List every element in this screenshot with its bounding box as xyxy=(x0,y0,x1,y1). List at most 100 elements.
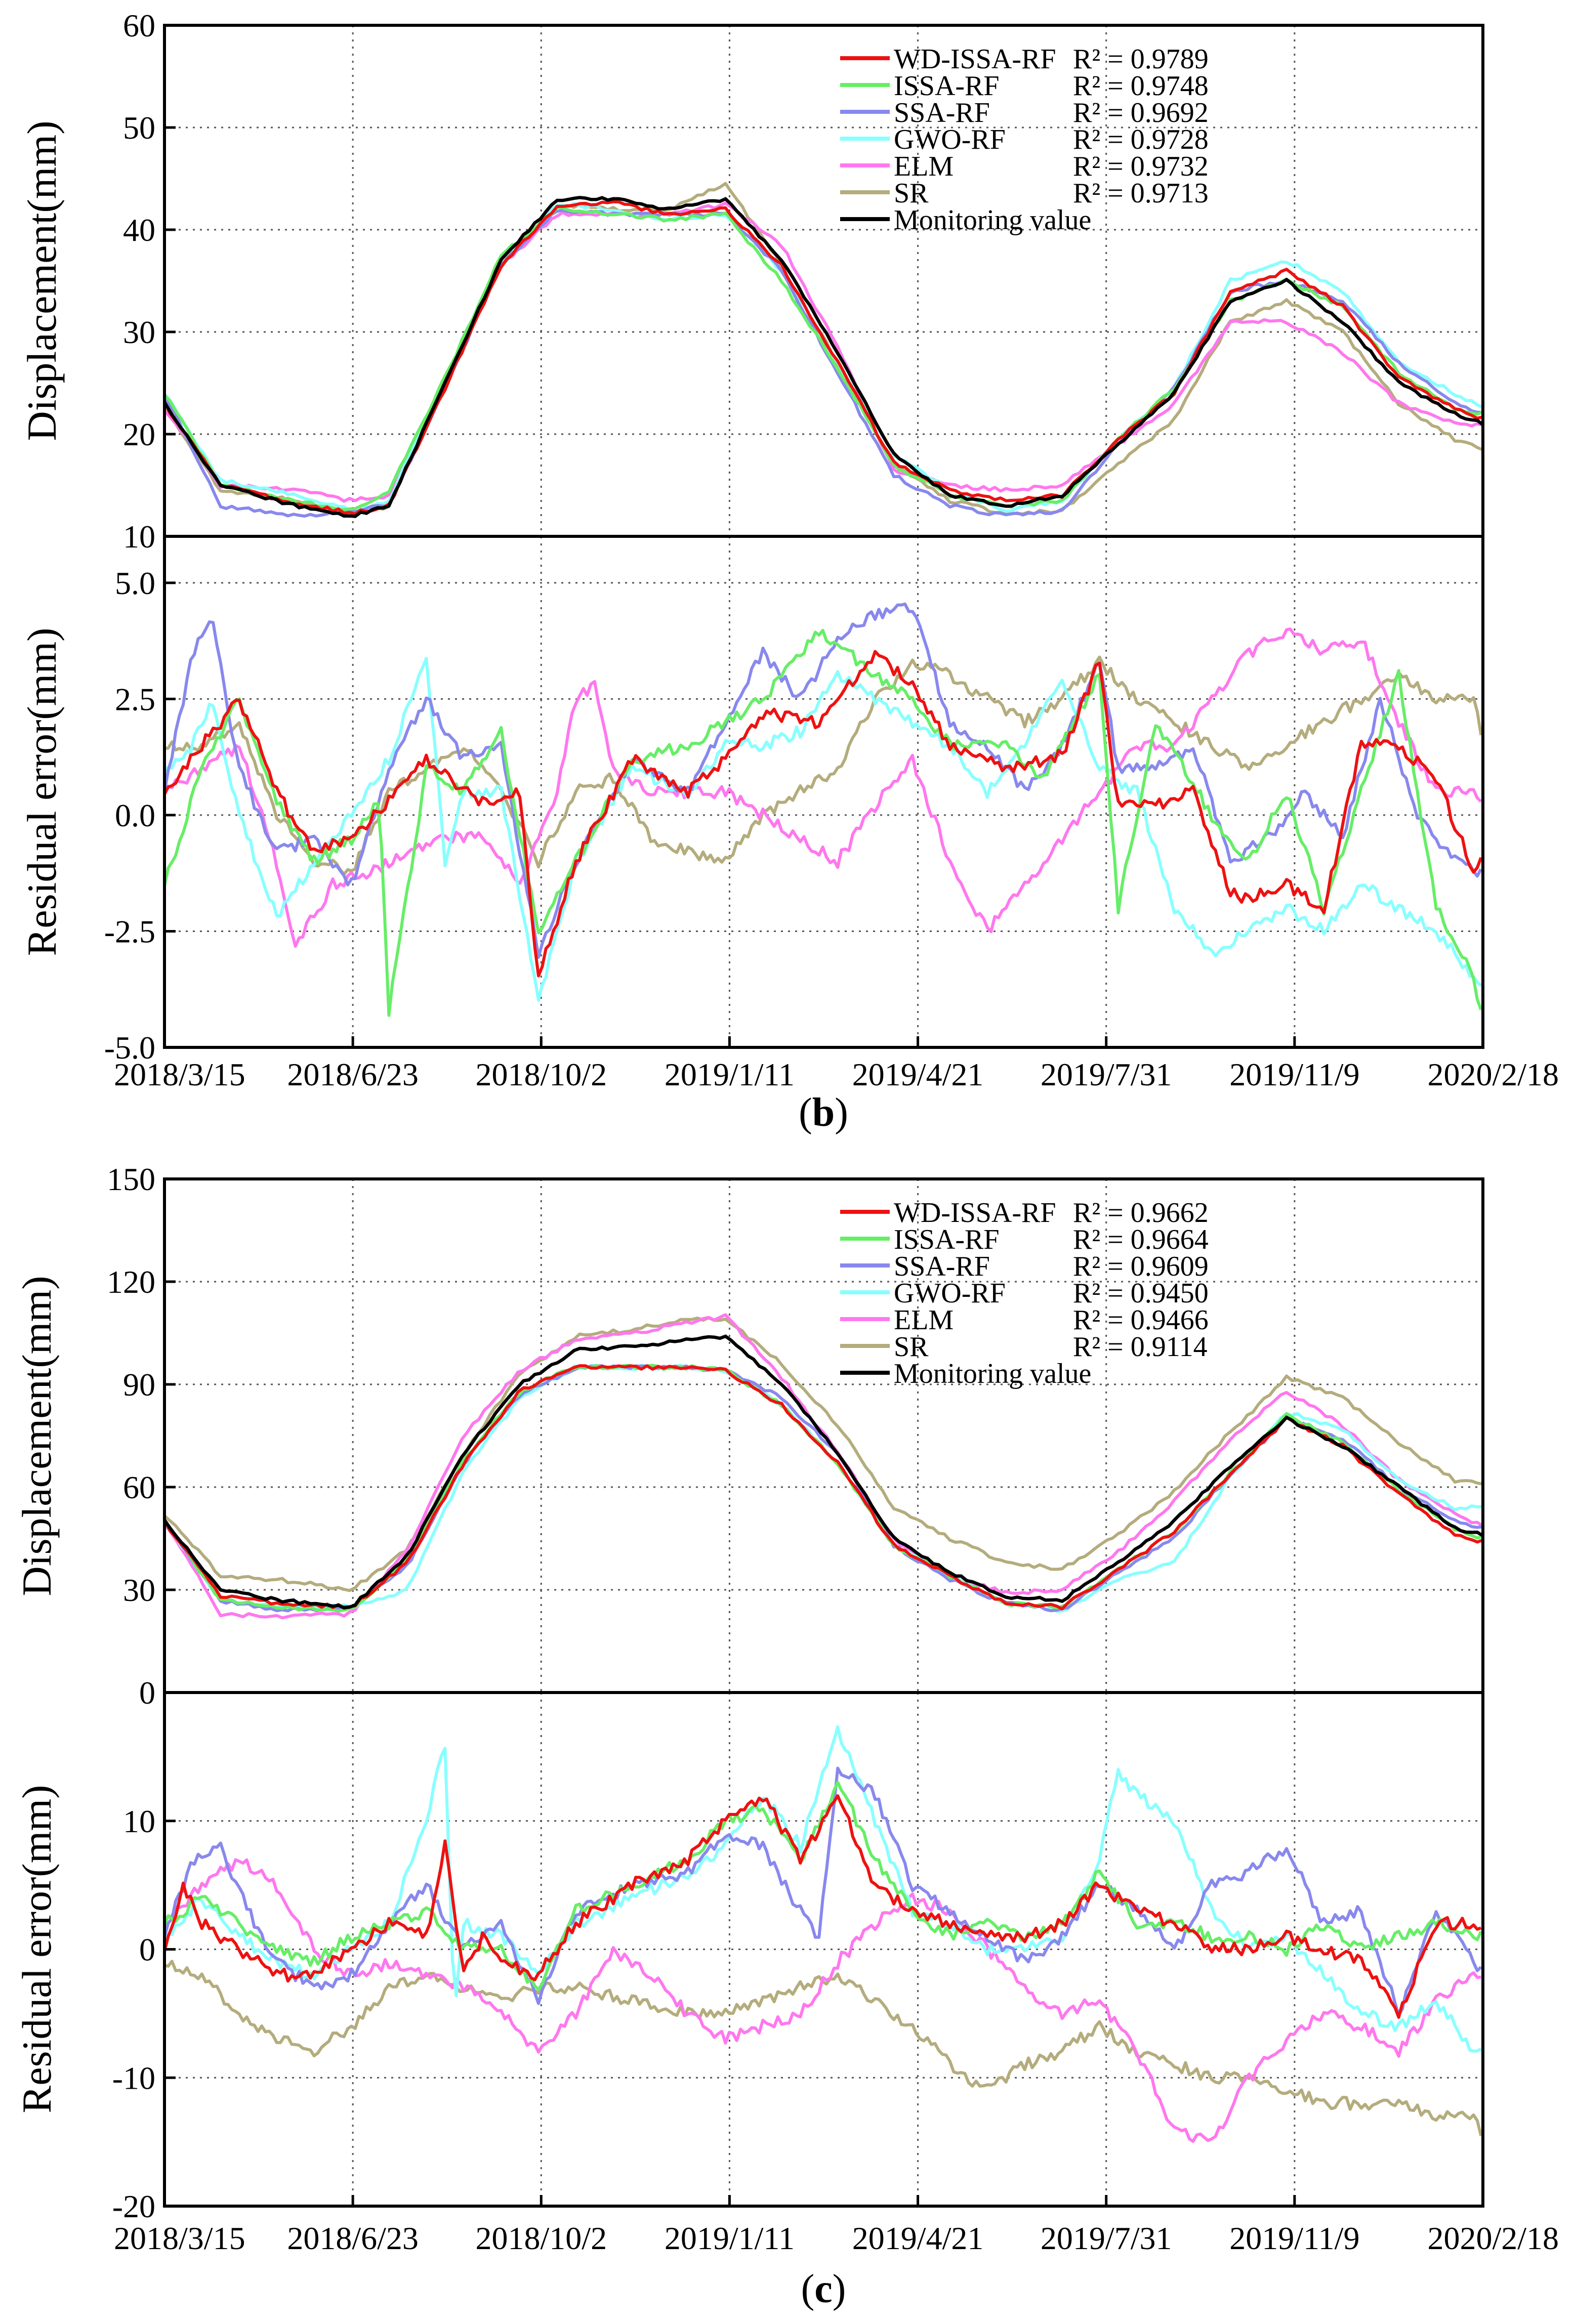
panel-c-bottom-series xyxy=(164,1725,1483,2143)
legend-label: Monitoring value xyxy=(894,1358,1091,1389)
legend-item-elm: ELM R² = 0.9466 xyxy=(840,1304,1209,1336)
y-tick-label: -10 xyxy=(112,2060,155,2096)
legend-label: GWO-RF xyxy=(894,124,1006,155)
panel-c-top-grid xyxy=(164,1179,1483,1693)
series-elm xyxy=(164,201,1483,503)
legend-r2: R² = 0.9713 xyxy=(1073,178,1209,209)
series-monitoring-value xyxy=(164,196,1483,518)
series-ssa-rf xyxy=(164,1364,1483,1613)
panel-b-bottom-frame xyxy=(163,535,1484,1049)
x-tick-label: 2019/4/21 xyxy=(852,1057,984,1092)
y-tick-label: 50 xyxy=(123,110,155,146)
series-wd-issa-rf xyxy=(164,200,1483,516)
y-tick-label: 30 xyxy=(123,314,155,350)
panel-b-xticks: 2018/3/15 2018/6/23 2018/10/2 2019/1/11 2019… xyxy=(114,1036,1559,1092)
legend-label: WD-ISSA-RF xyxy=(894,44,1056,75)
panel-b-top-grid xyxy=(164,25,1483,536)
legend-label: ISSA-RF xyxy=(894,1224,1000,1255)
residual-elm xyxy=(164,627,1482,948)
panel-b-top-ylabel: Displacement(mm) xyxy=(19,120,65,441)
y-tick-label: 0.0 xyxy=(115,797,155,833)
legend-label: ELM xyxy=(894,1304,954,1336)
x-tick-label: 2019/11/9 xyxy=(1229,2220,1359,2256)
series-gwo-rf xyxy=(164,202,1483,513)
legend-label: SSA-RF xyxy=(894,97,990,129)
x-tick-label: 2019/7/31 xyxy=(1041,1057,1172,1092)
legend-item-wd-issa-rf: WD-ISSA-RF R² = 0.9662 xyxy=(840,1197,1209,1229)
panel-b-bottom-ylabel: Residual error(mm) xyxy=(19,628,65,956)
series-issa-rf xyxy=(164,1364,1483,1613)
y-tick-label: 10 xyxy=(123,519,155,555)
panel-b-top-yticks: 10 20 30 40 50 60 xyxy=(123,8,176,555)
x-tick-label: 2019/1/11 xyxy=(665,2220,795,2256)
legend-item-gwo-rf: GWO-RF R² = 0.9728 xyxy=(840,124,1209,155)
series-monitoring-value xyxy=(164,1334,1483,1610)
panel-c-bottom-yticks: -20 -10 0 10 xyxy=(112,1803,176,2224)
y-tick-label: -20 xyxy=(112,2188,155,2224)
series-ssa-rf xyxy=(164,208,1483,518)
x-tick-label: 2018/6/23 xyxy=(287,2220,419,2256)
x-tick-label: 2018/10/2 xyxy=(476,2220,607,2256)
legend-r2: R² = 0.9748 xyxy=(1073,70,1209,102)
legend-item-monitoring-value: Monitoring value xyxy=(840,1358,1091,1389)
legend-label: SR xyxy=(894,1331,929,1363)
panel-c-caption-letter: c xyxy=(814,2267,833,2311)
legend-item-sr: SR R² = 0.9713 xyxy=(840,178,1209,209)
legend-item-wd-issa-rf: WD-ISSA-RF R² = 0.9789 xyxy=(840,44,1209,75)
panel-b-caption-letter: b xyxy=(812,1090,835,1135)
residual-wd-issa-rf xyxy=(164,1794,1482,2019)
residual-elm xyxy=(164,1858,1481,2143)
legend-r2: R² = 0.9662 xyxy=(1073,1197,1209,1229)
x-tick-label: 2020/2/18 xyxy=(1427,1057,1559,1092)
panel-c: 0 30 60 90 120 150 -20 -10 0 10 2018/3/15 2018/6/… xyxy=(14,1161,1559,2311)
legend-r2: R² = 0.9609 xyxy=(1073,1251,1209,1282)
panel-c-xticks: 2018/3/15 2018/6/23 2018/10/2 2019/1/11 2019… xyxy=(114,2195,1559,2256)
y-tick-label: 2.5 xyxy=(115,681,155,717)
y-tick-label: 90 xyxy=(123,1367,155,1403)
y-tick-label: 5.0 xyxy=(115,565,155,601)
panel-b-bottom-yticks: -5.0 -2.5 0.0 2.5 5.0 xyxy=(104,565,176,1066)
panel-b-top-series xyxy=(164,182,1483,518)
y-tick-label: 40 xyxy=(123,212,155,248)
y-tick-label: 60 xyxy=(123,8,155,44)
y-tick-label: -2.5 xyxy=(104,913,155,949)
y-tick-label: 0 xyxy=(139,1675,155,1711)
series-issa-rf xyxy=(164,205,1483,512)
panel-c-caption: (c) xyxy=(801,2267,846,2311)
legend-r2: R² = 0.9450 xyxy=(1073,1278,1209,1309)
legend-label: ELM xyxy=(894,151,954,182)
y-tick-label: 30 xyxy=(123,1572,155,1608)
x-tick-label: 2019/11/9 xyxy=(1229,1057,1359,1092)
legend-item-elm: ELM R² = 0.9732 xyxy=(840,151,1209,182)
legend-r2: R² = 0.9466 xyxy=(1073,1304,1209,1336)
series-gwo-rf xyxy=(164,1364,1483,1613)
panel-b-bottom-series xyxy=(164,602,1483,1017)
residual-gwo-rf xyxy=(164,657,1482,1002)
legend-label: GWO-RF xyxy=(894,1278,1006,1309)
panel-b: 10 20 30 40 50 60 -5.0 -2.5 0.0 2.5 5.0 2018/3/15… xyxy=(19,8,1559,1135)
x-tick-label: 2019/1/11 xyxy=(665,1057,795,1092)
panel-c-bottom-ylabel: Residual error(mm) xyxy=(14,1785,60,2114)
residual-sr xyxy=(164,655,1483,876)
legend-r2: R² = 0.9728 xyxy=(1073,124,1209,155)
legend-label: WD-ISSA-RF xyxy=(894,1197,1056,1229)
y-tick-label: 60 xyxy=(123,1469,155,1505)
panel-b-bottom-grid xyxy=(164,536,1483,1047)
legend-item-issa-rf: ISSA-RF R² = 0.9664 xyxy=(840,1224,1209,1255)
legend-label: Monitoring value xyxy=(894,204,1091,236)
legend-label: ISSA-RF xyxy=(894,70,1000,102)
legend-label: SR xyxy=(894,178,929,209)
legend-label: SSA-RF xyxy=(894,1251,990,1282)
residual-issa-rf xyxy=(164,628,1483,1017)
panel-b-caption: (b) xyxy=(799,1090,848,1135)
y-tick-label: 20 xyxy=(123,416,155,452)
series-wd-issa-rf xyxy=(164,1364,1483,1611)
x-tick-label: 2020/2/18 xyxy=(1427,2220,1559,2256)
series-elm xyxy=(164,1313,1483,1620)
legend-r2: R² = 0.9114 xyxy=(1073,1331,1208,1363)
legend-r2: R² = 0.9692 xyxy=(1073,97,1209,129)
y-tick-label: 10 xyxy=(123,1803,155,1839)
